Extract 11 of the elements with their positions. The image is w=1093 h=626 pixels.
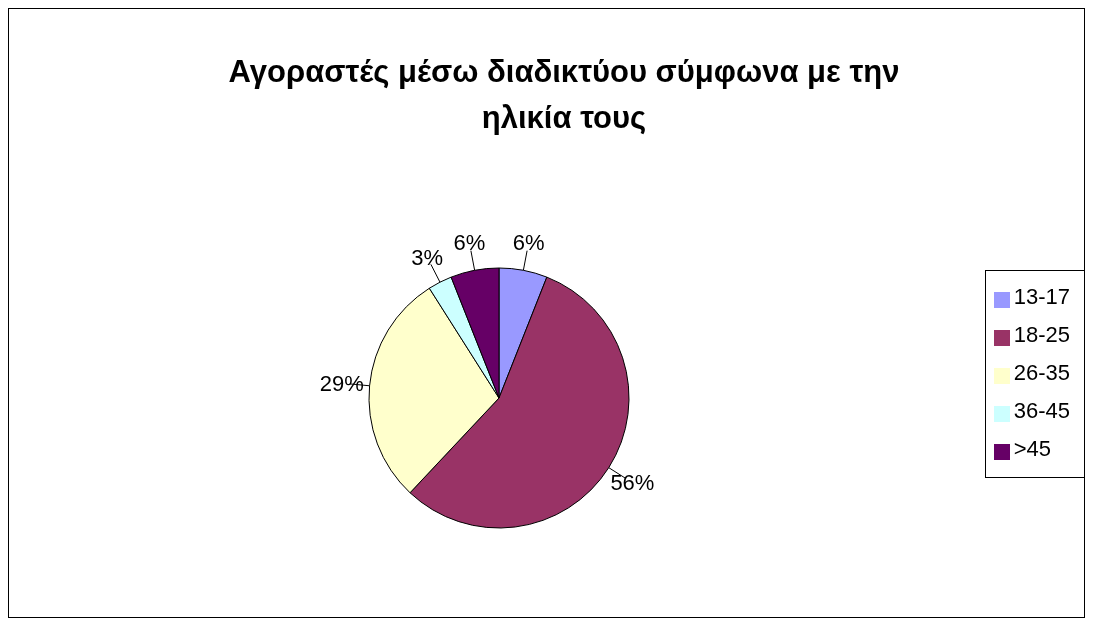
- legend-label: >45: [1013, 436, 1052, 461]
- legend-label: 36-45: [1013, 398, 1070, 423]
- legend-label: 13-17: [1013, 284, 1070, 309]
- legend-label: 26-35: [1013, 360, 1070, 385]
- data-label: 6%: [453, 230, 486, 256]
- data-label: 6%: [512, 230, 545, 256]
- data-label: 56%: [610, 470, 655, 496]
- legend-label: 18-25: [1013, 322, 1070, 347]
- data-label: 3%: [411, 244, 444, 270]
- data-label: 29%: [319, 370, 364, 396]
- chart-title: Αγοραστές μέσω διαδικτύου σύμφωνα με την ηλικία τους: [227, 53, 901, 137]
